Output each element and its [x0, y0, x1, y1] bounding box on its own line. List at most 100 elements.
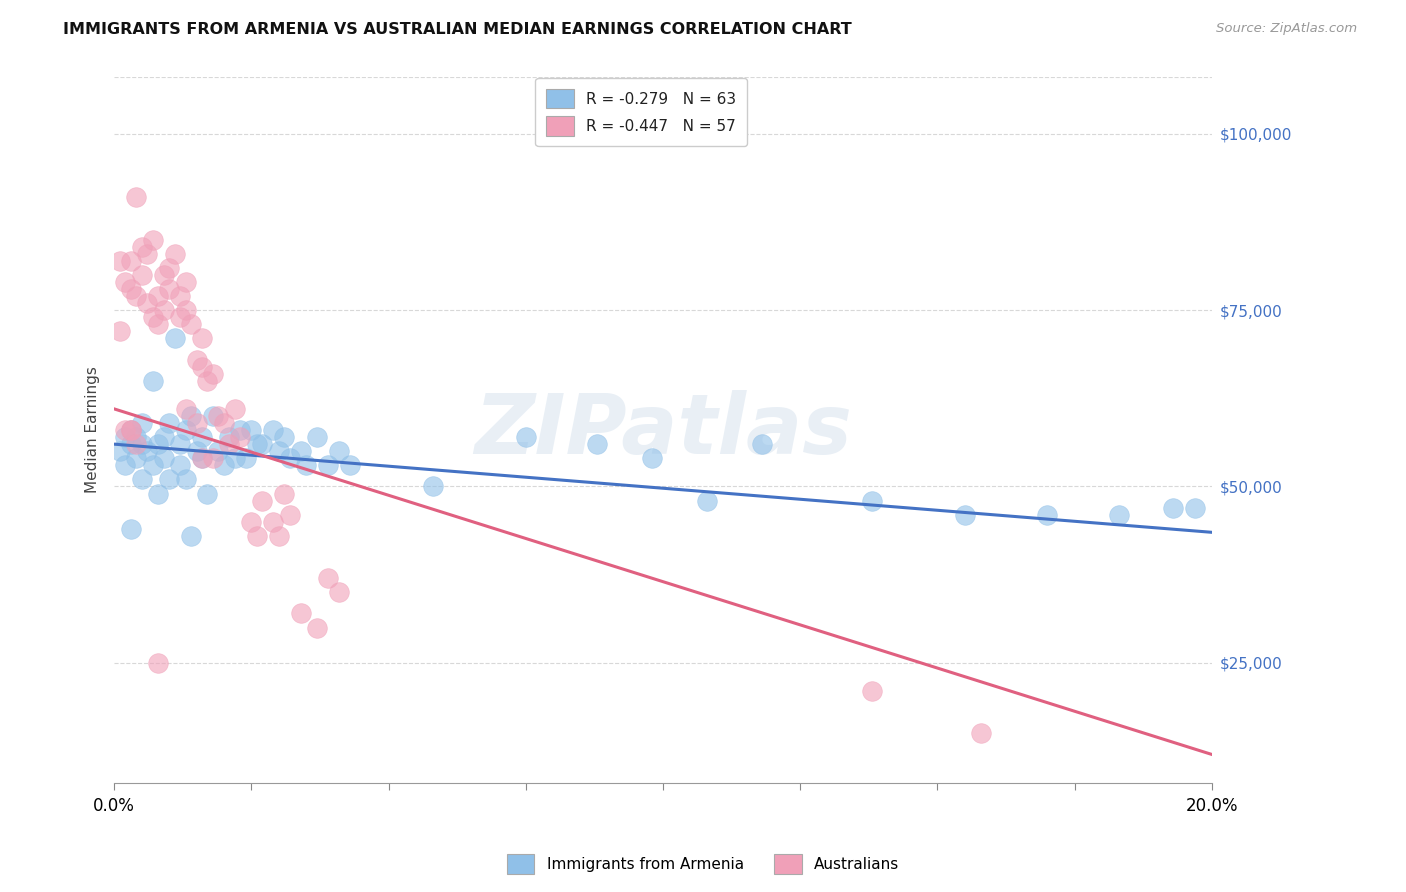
- Point: [169, 437, 191, 451]
- Point: [246, 437, 269, 451]
- Point: [174, 472, 197, 486]
- Point: [157, 282, 180, 296]
- Point: [273, 486, 295, 500]
- Point: [114, 458, 136, 473]
- Point: [152, 430, 174, 444]
- Text: Source: ZipAtlas.com: Source: ZipAtlas.com: [1216, 22, 1357, 36]
- Point: [186, 352, 208, 367]
- Point: [339, 458, 361, 473]
- Text: IMMIGRANTS FROM ARMENIA VS AUSTRALIAN MEDIAN EARNINGS CORRELATION CHART: IMMIGRANTS FROM ARMENIA VS AUSTRALIAN ME…: [63, 22, 852, 37]
- Point: [142, 233, 165, 247]
- Point: [157, 472, 180, 486]
- Point: [229, 430, 252, 444]
- Point: [218, 437, 240, 451]
- Point: [125, 430, 148, 444]
- Point: [174, 423, 197, 437]
- Point: [422, 479, 444, 493]
- Point: [131, 268, 153, 282]
- Point: [267, 444, 290, 458]
- Point: [146, 289, 169, 303]
- Point: [174, 275, 197, 289]
- Legend: Immigrants from Armenia, Australians: Immigrants from Armenia, Australians: [501, 848, 905, 880]
- Point: [246, 529, 269, 543]
- Point: [146, 437, 169, 451]
- Point: [125, 289, 148, 303]
- Point: [1108, 508, 1130, 522]
- Point: [152, 303, 174, 318]
- Point: [316, 458, 339, 473]
- Point: [191, 430, 214, 444]
- Point: [120, 437, 142, 451]
- Point: [114, 430, 136, 444]
- Point: [290, 444, 312, 458]
- Point: [218, 430, 240, 444]
- Point: [1184, 500, 1206, 515]
- Point: [696, 493, 718, 508]
- Point: [157, 260, 180, 275]
- Point: [174, 401, 197, 416]
- Point: [328, 444, 350, 458]
- Legend: R = -0.279   N = 63, R = -0.447   N = 57: R = -0.279 N = 63, R = -0.447 N = 57: [536, 78, 747, 146]
- Point: [212, 416, 235, 430]
- Point: [191, 331, 214, 345]
- Point: [641, 451, 664, 466]
- Point: [131, 437, 153, 451]
- Point: [278, 451, 301, 466]
- Point: [180, 409, 202, 423]
- Point: [120, 282, 142, 296]
- Point: [169, 289, 191, 303]
- Point: [278, 508, 301, 522]
- Point: [146, 486, 169, 500]
- Point: [120, 423, 142, 437]
- Point: [174, 303, 197, 318]
- Point: [120, 423, 142, 437]
- Point: [125, 451, 148, 466]
- Point: [1163, 500, 1185, 515]
- Point: [201, 409, 224, 423]
- Point: [229, 423, 252, 437]
- Point: [120, 253, 142, 268]
- Point: [262, 515, 284, 529]
- Point: [586, 437, 609, 451]
- Point: [860, 493, 883, 508]
- Point: [152, 268, 174, 282]
- Point: [751, 437, 773, 451]
- Point: [290, 607, 312, 621]
- Point: [186, 444, 208, 458]
- Point: [252, 437, 274, 451]
- Point: [240, 423, 263, 437]
- Point: [136, 444, 159, 458]
- Point: [180, 529, 202, 543]
- Point: [207, 409, 229, 423]
- Point: [191, 451, 214, 466]
- Point: [224, 401, 246, 416]
- Point: [142, 310, 165, 325]
- Point: [131, 240, 153, 254]
- Point: [860, 684, 883, 698]
- Point: [197, 374, 219, 388]
- Point: [316, 571, 339, 585]
- Point: [197, 486, 219, 500]
- Point: [273, 430, 295, 444]
- Point: [328, 585, 350, 599]
- Point: [262, 423, 284, 437]
- Point: [207, 444, 229, 458]
- Point: [120, 423, 142, 437]
- Point: [252, 493, 274, 508]
- Point: [307, 430, 329, 444]
- Point: [307, 620, 329, 634]
- Point: [136, 246, 159, 260]
- Point: [163, 246, 186, 260]
- Point: [108, 253, 131, 268]
- Point: [108, 324, 131, 338]
- Point: [146, 318, 169, 332]
- Point: [240, 515, 263, 529]
- Point: [201, 367, 224, 381]
- Text: ZIPatlas: ZIPatlas: [474, 390, 852, 471]
- Point: [169, 310, 191, 325]
- Point: [114, 275, 136, 289]
- Point: [224, 451, 246, 466]
- Point: [131, 472, 153, 486]
- Point: [114, 423, 136, 437]
- Point: [142, 374, 165, 388]
